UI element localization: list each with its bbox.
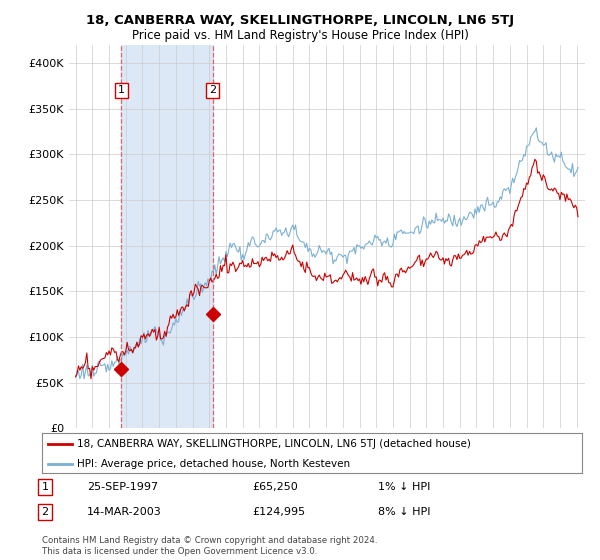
Text: Price paid vs. HM Land Registry's House Price Index (HPI): Price paid vs. HM Land Registry's House … [131,29,469,42]
Text: 1% ↓ HPI: 1% ↓ HPI [378,482,430,492]
Text: 2: 2 [41,507,49,517]
Text: HPI: Average price, detached house, North Kesteven: HPI: Average price, detached house, Nort… [77,459,350,469]
Text: 18, CANBERRA WAY, SKELLINGTHORPE, LINCOLN, LN6 5TJ (detached house): 18, CANBERRA WAY, SKELLINGTHORPE, LINCOL… [77,439,471,449]
Text: 8% ↓ HPI: 8% ↓ HPI [378,507,431,517]
Bar [121,45,213,428]
Text: 25-SEP-1997: 25-SEP-1997 [87,482,158,492]
Text: Contains HM Land Registry data © Crown copyright and database right 2024.
This d: Contains HM Land Registry data © Crown c… [42,536,377,556]
Text: 2: 2 [209,86,217,95]
Text: 18, CANBERRA WAY, SKELLINGTHORPE, LINCOLN, LN6 5TJ: 18, CANBERRA WAY, SKELLINGTHORPE, LINCOL… [86,14,514,27]
Text: £65,250: £65,250 [252,482,298,492]
Text: 1: 1 [118,86,125,95]
Text: 1: 1 [41,482,49,492]
Text: 14-MAR-2003: 14-MAR-2003 [87,507,162,517]
Text: £124,995: £124,995 [252,507,305,517]
